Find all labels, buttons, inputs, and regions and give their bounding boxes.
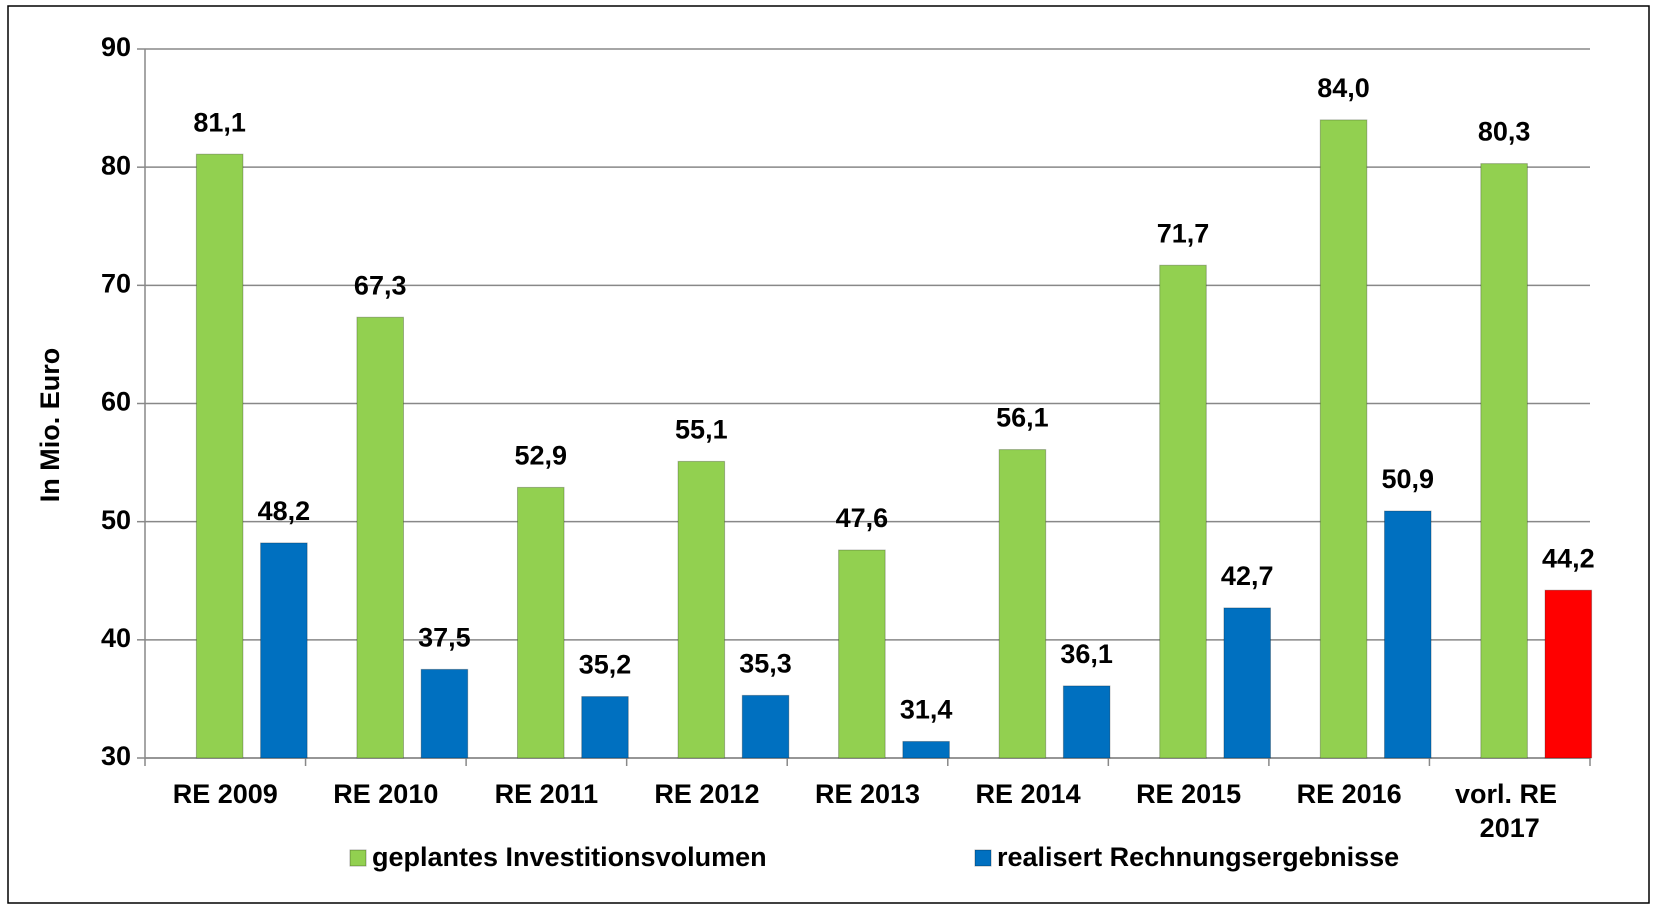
x-tick-label: RE 2009 — [173, 779, 278, 809]
chart-frame — [7, 5, 1650, 904]
value-label: 84,0 — [1317, 73, 1370, 103]
bar — [677, 460, 726, 759]
bar — [356, 316, 404, 759]
y-axis-label: In Mio. Euro — [35, 348, 65, 503]
value-label: 35,2 — [579, 650, 632, 680]
bar — [838, 549, 886, 759]
x-tick-label: RE 2014 — [976, 779, 1081, 809]
bar — [741, 694, 790, 759]
y-tick-label: 80 — [101, 150, 131, 180]
y-tick-label: 90 — [101, 32, 131, 62]
x-tick-label: RE 2016 — [1297, 779, 1402, 809]
bar — [1480, 163, 1528, 759]
bar — [260, 542, 308, 759]
x-tick-label: RE 2011 — [495, 779, 599, 809]
bar — [1223, 607, 1271, 759]
value-label: 71,7 — [1157, 218, 1210, 248]
value-label: 36,1 — [1060, 639, 1113, 669]
value-label: 31,4 — [900, 695, 953, 725]
x-tick-label: RE 2010 — [333, 779, 438, 809]
bar — [1544, 589, 1593, 759]
y-tick-label: 60 — [101, 387, 131, 417]
bar — [195, 153, 244, 759]
y-tick-label: 30 — [101, 741, 131, 771]
x-tick-label: RE 2013 — [815, 779, 920, 809]
value-label: 44,2 — [1542, 543, 1595, 573]
x-tick-label: vorl. RE 2017 — [1455, 779, 1565, 843]
value-label: 67,3 — [354, 270, 407, 300]
bar — [1062, 685, 1111, 759]
legend-label: geplantes Investitionsvolumen — [372, 842, 767, 872]
bar — [998, 449, 1047, 759]
legend-swatch — [349, 849, 367, 867]
legend-label: realisert Rechnungsergebnisse — [997, 842, 1399, 872]
legend-swatch — [974, 849, 992, 867]
x-tick-label: RE 2015 — [1136, 779, 1241, 809]
y-tick-label: 50 — [101, 505, 131, 535]
value-label: 81,1 — [193, 107, 246, 137]
x-tick-label: RE 2012 — [654, 779, 759, 809]
bar — [902, 740, 950, 759]
value-label: 48,2 — [258, 496, 311, 526]
value-label: 55,1 — [675, 415, 728, 445]
value-label: 47,6 — [836, 503, 889, 533]
bar — [1383, 510, 1432, 759]
value-label: 35,3 — [739, 648, 792, 678]
value-label: 50,9 — [1381, 464, 1434, 494]
value-label: 52,9 — [514, 441, 567, 471]
bar — [516, 486, 565, 759]
bar — [581, 696, 629, 759]
value-label: 37,5 — [418, 623, 471, 653]
bar — [1159, 264, 1207, 759]
value-label: 80,3 — [1478, 117, 1531, 147]
y-tick-label: 70 — [101, 268, 131, 298]
bar — [1319, 119, 1368, 759]
y-tick-label: 40 — [101, 623, 131, 653]
bar — [420, 668, 469, 759]
value-label: 42,7 — [1221, 561, 1274, 591]
value-label: 56,1 — [996, 403, 1049, 433]
